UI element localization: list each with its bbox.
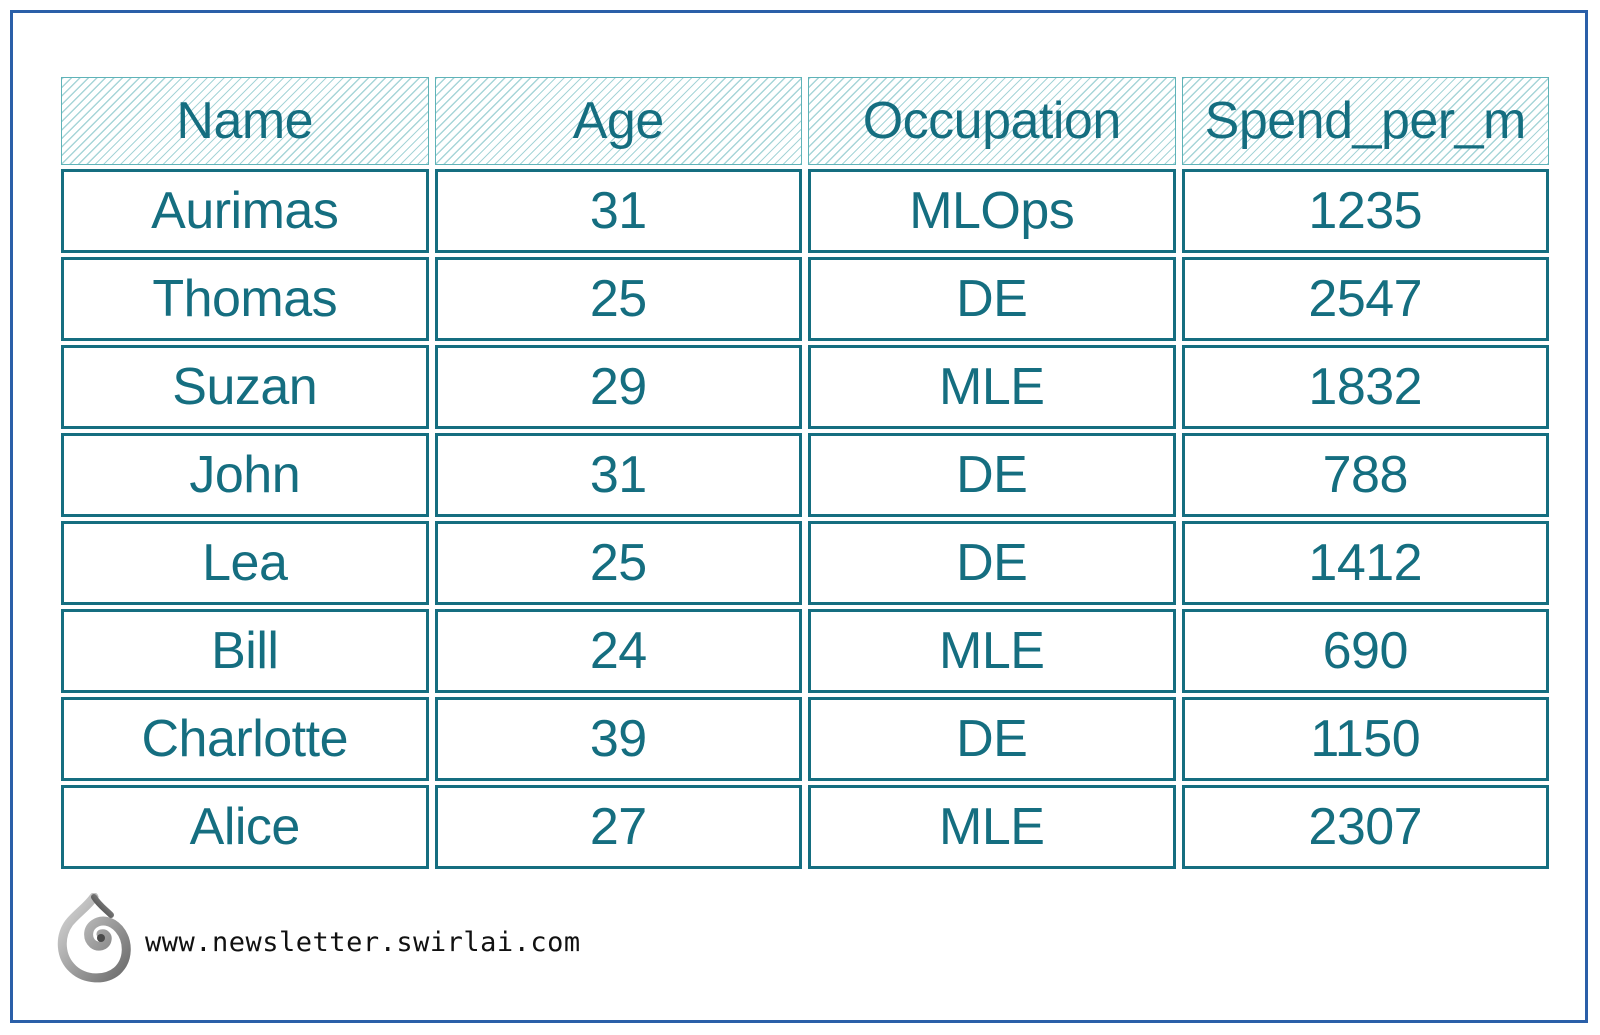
cell-spend: 2547 bbox=[1181, 257, 1549, 341]
cell-spend: 2307 bbox=[1181, 785, 1549, 869]
figure-frame: Name Age Occupation Spend_per_m Aurimas … bbox=[10, 10, 1588, 1023]
header-cell-spend: Spend_per_m bbox=[1181, 77, 1549, 165]
cell-spend: 1150 bbox=[1181, 697, 1549, 781]
cell-name: Charlotte bbox=[61, 697, 429, 781]
cell-name: Thomas bbox=[61, 257, 429, 341]
cell-age: 39 bbox=[434, 697, 802, 781]
table-row: Lea 25 DE 1412 bbox=[61, 521, 1549, 605]
cell-age: 24 bbox=[434, 609, 802, 693]
cell-name: Suzan bbox=[61, 345, 429, 429]
cell-spend: 1235 bbox=[1181, 169, 1549, 253]
cell-occupation: DE bbox=[808, 257, 1176, 341]
table-row: Bill 24 MLE 690 bbox=[61, 609, 1549, 693]
table-header-row: Name Age Occupation Spend_per_m bbox=[61, 77, 1549, 165]
header-cell-age: Age bbox=[434, 77, 802, 165]
cell-age: 25 bbox=[434, 521, 802, 605]
cell-occupation: DE bbox=[808, 433, 1176, 517]
cell-age: 25 bbox=[434, 257, 802, 341]
cell-name: John bbox=[61, 433, 429, 517]
cell-spend: 1832 bbox=[1181, 345, 1549, 429]
cell-name: Aurimas bbox=[61, 169, 429, 253]
newsletter-url: www.newsletter.swirlai.com bbox=[145, 926, 581, 958]
cell-occupation: MLOps bbox=[808, 169, 1176, 253]
table-row: Thomas 25 DE 2547 bbox=[61, 257, 1549, 341]
cell-spend: 788 bbox=[1181, 433, 1549, 517]
cell-spend: 1412 bbox=[1181, 521, 1549, 605]
cell-occupation: MLE bbox=[808, 609, 1176, 693]
cell-occupation: DE bbox=[808, 521, 1176, 605]
header-cell-occupation: Occupation bbox=[808, 77, 1176, 165]
table-row: Aurimas 31 MLOps 1235 bbox=[61, 169, 1549, 253]
cell-occupation: MLE bbox=[808, 785, 1176, 869]
cell-occupation: MLE bbox=[808, 345, 1176, 429]
cell-occupation: DE bbox=[808, 697, 1176, 781]
table-row: Charlotte 39 DE 1150 bbox=[61, 697, 1549, 781]
table-row: Suzan 29 MLE 1832 bbox=[61, 345, 1549, 429]
table-row: Alice 27 MLE 2307 bbox=[61, 785, 1549, 869]
cell-name: Lea bbox=[61, 521, 429, 605]
data-table: Name Age Occupation Spend_per_m Aurimas … bbox=[61, 77, 1549, 873]
cell-age: 31 bbox=[434, 433, 802, 517]
table-row: John 31 DE 788 bbox=[61, 433, 1549, 517]
cell-age: 31 bbox=[434, 169, 802, 253]
header-cell-name: Name bbox=[61, 77, 429, 165]
swirl-logo-icon bbox=[57, 893, 131, 983]
footer: www.newsletter.swirlai.com bbox=[57, 893, 581, 983]
cell-name: Bill bbox=[61, 609, 429, 693]
cell-age: 29 bbox=[434, 345, 802, 429]
cell-age: 27 bbox=[434, 785, 802, 869]
cell-spend: 690 bbox=[1181, 609, 1549, 693]
cell-name: Alice bbox=[61, 785, 429, 869]
